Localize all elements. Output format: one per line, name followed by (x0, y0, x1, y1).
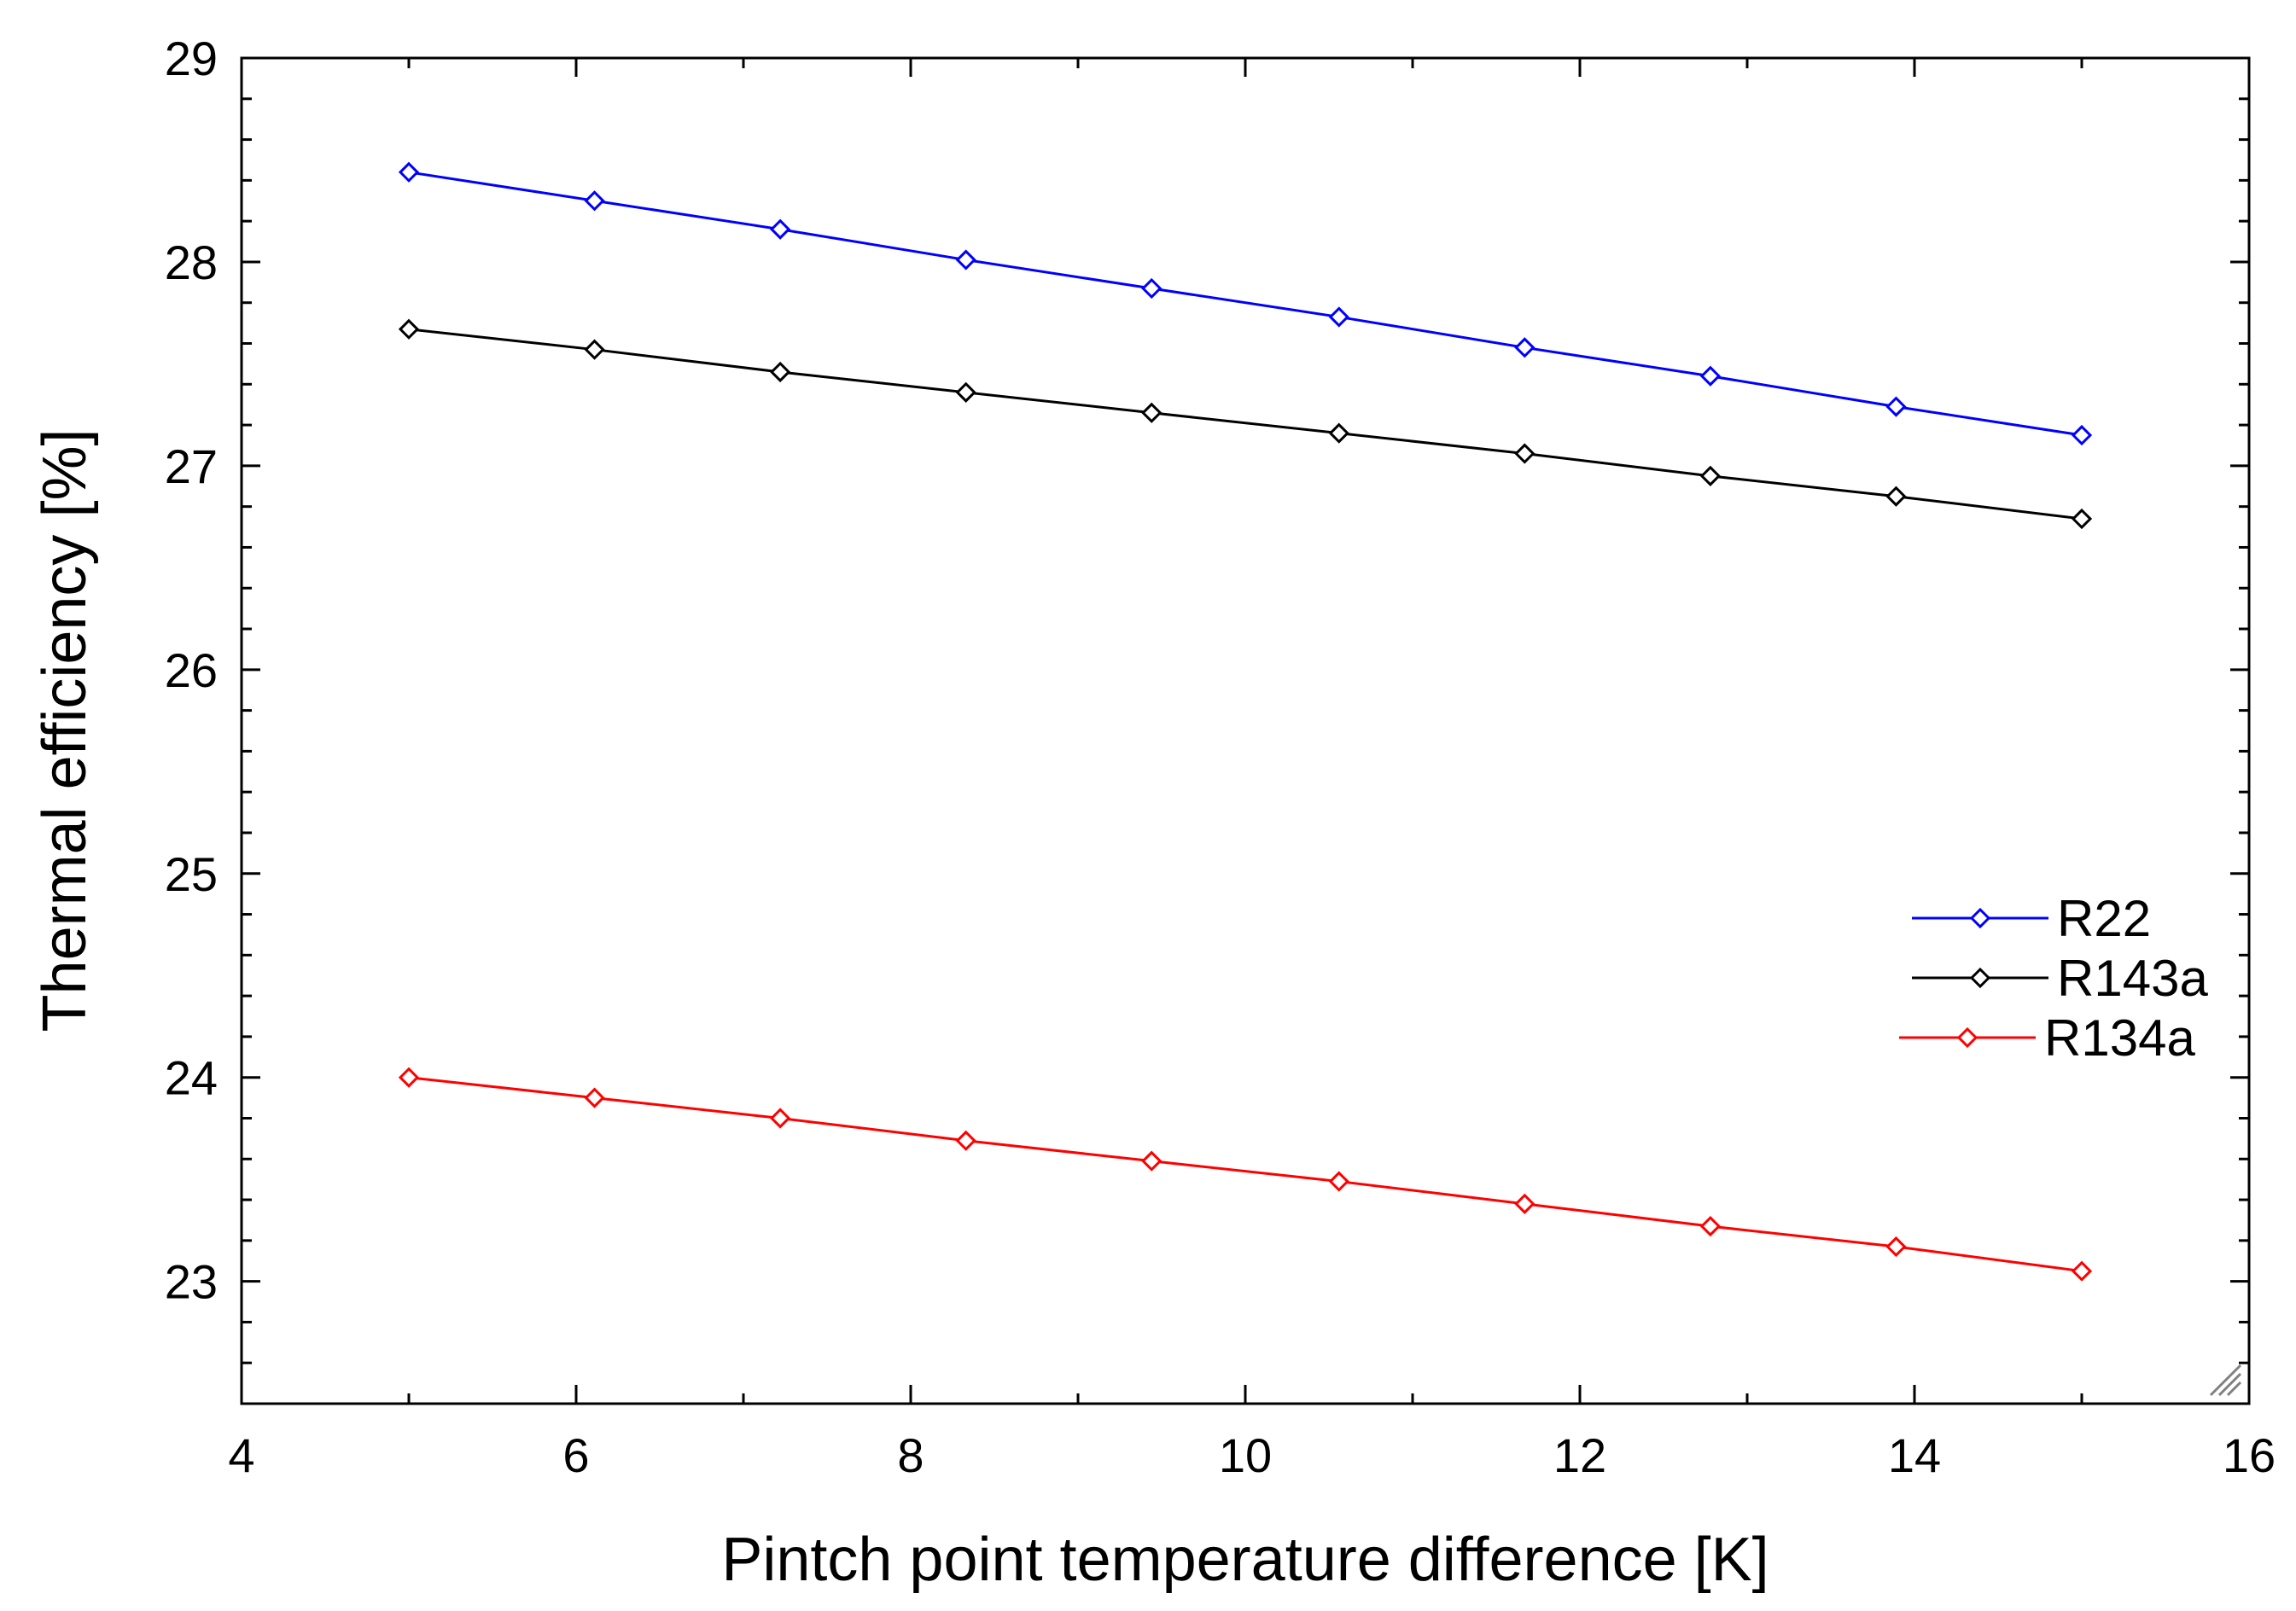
data-point-r22 (398, 161, 420, 183)
data-point-r134a (1141, 1150, 1163, 1172)
legend-label-r143a: R143a (2057, 950, 2208, 1007)
data-point-r22 (1514, 337, 1536, 358)
series-r134a (398, 1067, 2093, 1282)
x-tick-label: 16 (2223, 1428, 2276, 1482)
y-tick-label: 28 (165, 236, 218, 289)
data-point-r143a (2071, 508, 2093, 530)
data-point-r134a (955, 1130, 976, 1151)
data-point-r143a (1328, 422, 1349, 444)
legend-marker-r134a (1956, 1027, 1978, 1049)
x-tick-label: 12 (1553, 1428, 1606, 1482)
x-axis: 4 6 8 10 12 14 16 (228, 58, 2276, 1482)
data-point-r143a (769, 361, 791, 383)
data-point-r22 (1699, 365, 1722, 387)
y-tick-label: 23 (165, 1255, 218, 1309)
resize-grip-icon (2209, 1364, 2242, 1397)
data-point-r134a (1699, 1216, 1722, 1237)
y-tick-label: 24 (165, 1051, 218, 1105)
data-point-r22 (1141, 277, 1163, 300)
y-tick-label: 29 (165, 32, 218, 85)
data-point-r134a (1328, 1171, 1349, 1192)
x-tick-label: 6 (562, 1428, 589, 1482)
series-r22 (398, 161, 2093, 446)
data-point-r143a (1141, 402, 1163, 423)
y-axis-label: Thermal efficiency [%] (31, 429, 99, 1032)
data-point-r22 (2071, 424, 2093, 446)
data-point-r134a (584, 1087, 605, 1108)
legend-item-r134a: R134a (1899, 1009, 2195, 1067)
legend-label-r134a: R134a (2044, 1009, 2195, 1067)
data-point-r134a (1514, 1193, 1536, 1214)
data-point-r22 (1328, 306, 1349, 328)
series-r143a (398, 318, 2093, 530)
data-point-r22 (1885, 396, 1907, 417)
data-point-r22 (769, 218, 791, 240)
x-axis-label: Pintch point temperature difference [K] (721, 1526, 1769, 1594)
y-tick-label: 25 (165, 847, 218, 901)
legend-item-r143a: R143a (1912, 950, 2208, 1007)
series-layer (398, 161, 2093, 1282)
x-tick-label: 10 (1219, 1428, 1272, 1482)
data-point-r143a (1699, 465, 1722, 486)
legend-label-r22: R22 (2057, 890, 2151, 947)
y-axis: 23 24 25 26 27 28 29 (165, 32, 2249, 1405)
data-point-r143a (1885, 486, 1907, 507)
data-point-r22 (584, 190, 605, 212)
legend-marker-r143a (1969, 967, 1991, 989)
y-tick-label: 27 (165, 439, 218, 493)
data-point-r143a (1514, 443, 1536, 464)
x-tick-label: 4 (228, 1428, 254, 1482)
series-line-r143a (408, 328, 2083, 521)
data-point-r143a (955, 381, 976, 403)
legend-item-r22: R22 (1912, 890, 2151, 947)
data-point-r143a (584, 339, 605, 360)
data-point-r134a (2071, 1260, 2093, 1282)
data-point-r134a (769, 1108, 791, 1129)
data-point-r134a (398, 1067, 420, 1088)
x-tick-label: 14 (1888, 1428, 1941, 1482)
data-point-r143a (398, 318, 420, 340)
series-line-r134a (408, 1076, 2083, 1273)
data-point-r134a (1885, 1236, 1907, 1258)
x-tick-label: 8 (897, 1428, 924, 1482)
legend-marker-r22 (1969, 907, 1991, 929)
series-line-r22 (408, 171, 2083, 437)
data-point-r22 (955, 249, 976, 270)
y-tick-label: 26 (165, 643, 218, 697)
